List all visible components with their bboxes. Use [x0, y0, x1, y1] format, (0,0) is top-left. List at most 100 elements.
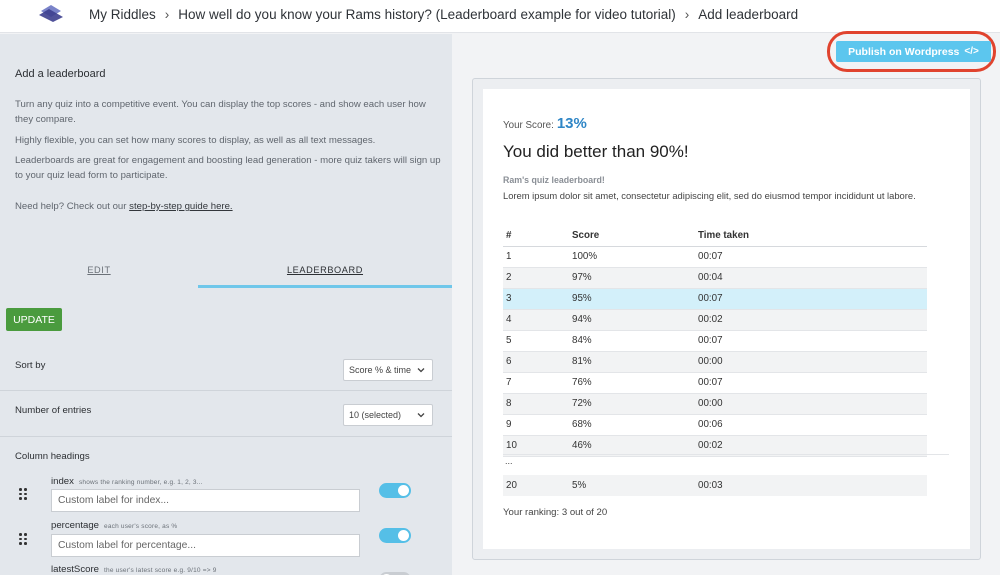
- cell-rank: 9: [503, 414, 569, 436]
- cell-time: 00:07: [695, 246, 927, 268]
- index-label-input[interactable]: [51, 489, 360, 512]
- score-label: Your Score:: [503, 120, 554, 131]
- update-button[interactable]: UPDATE: [6, 308, 62, 331]
- column-name: latestScore: [51, 564, 99, 575]
- ranking-text: Your ranking: 3 out of 20: [503, 507, 608, 518]
- cell-time: 00:03: [698, 480, 723, 491]
- help-text: Need help? Check out our step-by-step gu…: [15, 199, 443, 214]
- table-row: 3 95% 00:07: [503, 288, 927, 310]
- editor-tabs: EDIT LEADERBOARD: [0, 252, 452, 288]
- sort-by-select[interactable]: Score % & time: [343, 359, 433, 381]
- active-tab-indicator: [198, 285, 452, 288]
- percentage-toggle[interactable]: [379, 528, 411, 543]
- publish-highlight-ring: [827, 31, 996, 72]
- sort-by-label: Sort by: [15, 360, 46, 371]
- sort-by-value: Score % & time: [349, 365, 412, 375]
- cell-time: 00:04: [695, 267, 927, 289]
- code-icon: </>: [964, 46, 979, 57]
- tab-edit[interactable]: EDIT: [87, 265, 111, 275]
- entries-value: 10 (selected): [349, 410, 402, 420]
- cell-time: 00:07: [695, 288, 927, 310]
- publish-label: Publish on Wordpress: [848, 45, 960, 58]
- column-name: percentage: [51, 520, 100, 531]
- column-hint: the user's latest score e.g. 9/10 => 9: [104, 567, 217, 574]
- tab-leaderboard[interactable]: LEADERBOARD: [286, 265, 364, 275]
- leaderboard-table: # Score Time taken 1 100% 00:07 2 97% 00:04 3 9…: [503, 225, 927, 457]
- table-row: 5 84% 00:07: [503, 330, 927, 352]
- table-row: 6 81% 00:00: [503, 351, 927, 373]
- breadcrumb-riddle-title[interactable]: How well do you know your Rams history? …: [178, 7, 676, 22]
- column-latest-score-name: latestScore the user's latest score e.g. …: [51, 564, 217, 575]
- divider: [503, 454, 949, 455]
- cell-score: 68%: [569, 414, 695, 436]
- intro-paragraph-3: Leaderboards are great for engagement an…: [15, 155, 441, 181]
- cell-rank: 4: [503, 309, 569, 331]
- drag-handle-icon[interactable]: [19, 533, 27, 545]
- guide-link[interactable]: step-by-step guide here.: [129, 201, 233, 212]
- score-line: Your Score: 13%: [503, 115, 587, 132]
- help-prefix: Need help? Check out our: [15, 201, 130, 212]
- breadcrumb: My Riddles › How well do you know your R…: [89, 7, 798, 22]
- table-header-row: # Score Time taken: [503, 225, 927, 247]
- table-row: 7 76% 00:07: [503, 372, 927, 394]
- cell-rank: 8: [503, 393, 569, 415]
- table-row: 4 94% 00:02: [503, 309, 927, 331]
- riddle-logo-icon[interactable]: [37, 3, 65, 23]
- table-row: 2 97% 00:04: [503, 267, 927, 289]
- divider: [0, 390, 452, 391]
- column-name: index: [51, 476, 74, 487]
- cell-score: 81%: [569, 351, 695, 373]
- cell-score: 84%: [569, 330, 695, 352]
- cell-rank: 20: [506, 480, 517, 491]
- column-hint: shows the ranking number, e.g. 1, 2, 3..…: [78, 479, 203, 486]
- cell-time: 00:06: [695, 414, 927, 436]
- entries-select[interactable]: 10 (selected): [343, 404, 433, 426]
- intro-paragraph-2: Highly flexible, you can set how many sc…: [15, 135, 376, 146]
- cell-score: 46%: [569, 435, 695, 457]
- chevron-down-icon: [417, 413, 425, 418]
- table-row: 8 72% 00:00: [503, 393, 927, 415]
- cell-time: 00:07: [695, 330, 927, 352]
- cell-score: 97%: [569, 267, 695, 289]
- cell-rank: 5: [503, 330, 569, 352]
- cell-rank: 2: [503, 267, 569, 289]
- cell-score: 76%: [569, 372, 695, 394]
- drag-handle-icon[interactable]: [19, 488, 27, 500]
- cell-rank: 6: [503, 351, 569, 373]
- cell-score: 100%: [569, 246, 695, 268]
- editor-panel: Add a leaderboard Turn any quiz into a c…: [0, 34, 452, 575]
- column-hint: each user's score, as %: [104, 523, 178, 530]
- top-bar: My Riddles › How well do you know your R…: [0, 0, 1000, 33]
- index-toggle[interactable]: [379, 483, 411, 498]
- divider: [0, 436, 452, 437]
- leaderboard-title: Ram's quiz leaderboard!: [503, 175, 605, 185]
- table-row: 9 68% 00:06: [503, 414, 927, 436]
- cell-time: 00:00: [695, 351, 927, 373]
- header-time: Time taken: [695, 225, 927, 247]
- cell-rank: 1: [503, 246, 569, 268]
- percentage-label-input[interactable]: [51, 534, 360, 557]
- cell-score: 95%: [569, 288, 695, 310]
- cell-rank: 10: [503, 435, 569, 457]
- column-headings-label: Column headings: [15, 451, 90, 462]
- breadcrumb-separator: ›: [164, 7, 170, 22]
- entries-label: Number of entries: [15, 405, 92, 416]
- breadcrumb-current-page: Add leaderboard: [698, 7, 799, 22]
- cell-time: 00:02: [695, 309, 927, 331]
- header-rank: #: [503, 225, 569, 247]
- header-score: Score: [569, 225, 695, 247]
- result-headline: You did better than 90%!: [503, 142, 689, 161]
- intro-title: Add a leaderboard: [15, 68, 106, 80]
- cell-rank: 7: [503, 372, 569, 394]
- cell-score: 5%: [572, 480, 587, 491]
- cell-score: 94%: [569, 309, 695, 331]
- chevron-down-icon: [417, 368, 425, 373]
- breadcrumb-my-riddles[interactable]: My Riddles: [89, 7, 156, 22]
- score-value: 13%: [556, 115, 587, 132]
- cell-rank: 3: [503, 288, 569, 310]
- leaderboard-description: Lorem ipsum dolor sit amet, consectetur …: [503, 190, 916, 201]
- cell-score: 72%: [569, 393, 695, 415]
- table-row: 1 100% 00:07: [503, 246, 927, 268]
- table-row: 10 46% 00:02: [503, 435, 927, 457]
- publish-wordpress-button[interactable]: Publish on Wordpress </>: [836, 41, 991, 62]
